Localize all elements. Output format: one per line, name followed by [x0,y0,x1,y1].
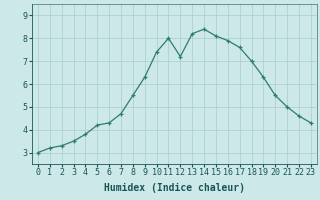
X-axis label: Humidex (Indice chaleur): Humidex (Indice chaleur) [104,183,245,193]
